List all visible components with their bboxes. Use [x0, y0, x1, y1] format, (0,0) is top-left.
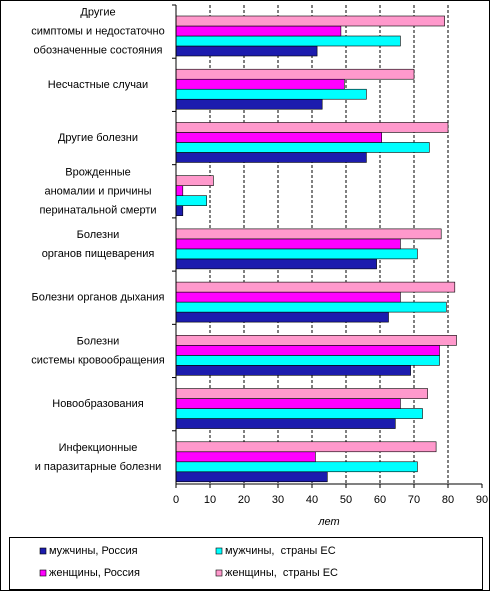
- legend-label: женщины, страны ЕС: [225, 567, 338, 579]
- legend-label: мужчины, страны ЕС: [225, 545, 336, 557]
- x-tick-label: 70: [408, 494, 420, 506]
- x-tick-label: 90: [476, 494, 488, 506]
- category-label: Несчастные случаи: [48, 79, 148, 91]
- bar: [175, 142, 430, 153]
- x-tick-label: 0: [173, 494, 179, 506]
- bar: [175, 205, 184, 216]
- legend-swatch: [215, 547, 223, 555]
- bar: [175, 418, 396, 429]
- bar: [175, 35, 401, 47]
- x-tick-label: 40: [306, 494, 318, 506]
- category-label: Другие симптомы и недостаточно обозначенны…: [31, 7, 164, 57]
- legend-swatch: [215, 569, 223, 577]
- category-label: Новообразования: [52, 398, 144, 410]
- legend-swatch: [39, 547, 47, 555]
- bar: [175, 152, 367, 163]
- bar: [175, 388, 428, 399]
- bar: [175, 281, 456, 293]
- category-label: Другие болезни: [58, 132, 138, 144]
- bar: [175, 311, 389, 323]
- bar: [175, 195, 207, 206]
- bar: [175, 15, 445, 27]
- bar: [175, 408, 423, 419]
- bar: [175, 258, 377, 270]
- legend-swatch: [39, 569, 47, 577]
- bar: [175, 451, 316, 463]
- category-label: Болезни системы кровообращения: [31, 335, 165, 366]
- x-tick-label: 30: [272, 494, 284, 506]
- bar: [175, 175, 214, 186]
- bar: [175, 228, 442, 240]
- x-axis-label: лет: [317, 516, 339, 528]
- category-label: Болезни органов пищеварения: [42, 229, 155, 260]
- bar: [175, 132, 382, 143]
- legend-label: мужчины, Россия: [49, 545, 138, 557]
- bar: [175, 122, 449, 133]
- bar: [175, 335, 457, 346]
- bar: [175, 45, 318, 57]
- bar: [175, 441, 437, 453]
- category-label: Врожденные аномалии и причины перинатально…: [39, 166, 156, 216]
- bar: [175, 88, 367, 100]
- bar: [175, 238, 401, 250]
- category-label: Инфекционные и паразитарные болезни: [35, 442, 162, 473]
- x-tick-label: 10: [204, 494, 216, 506]
- bar: [175, 98, 323, 110]
- bar: [175, 78, 345, 90]
- x-tick-label: 20: [238, 494, 250, 506]
- x-tick-label: 60: [374, 494, 386, 506]
- bar: [175, 68, 415, 80]
- bar: [175, 471, 328, 483]
- bar: [175, 301, 447, 313]
- bar: [175, 248, 418, 260]
- legend-label: женщины, Россия: [49, 567, 140, 579]
- bar: [175, 185, 184, 196]
- bar: [175, 461, 418, 473]
- bar: [175, 345, 440, 356]
- bar: [175, 25, 342, 37]
- bar: [175, 365, 411, 376]
- x-tick-label: 80: [442, 494, 454, 506]
- bar: [175, 291, 401, 303]
- bar: [175, 355, 440, 366]
- bar: [175, 398, 401, 409]
- legend: [9, 537, 483, 590]
- x-tick-label: 50: [340, 494, 352, 506]
- category-label: Болезни органов дыхания: [32, 292, 165, 304]
